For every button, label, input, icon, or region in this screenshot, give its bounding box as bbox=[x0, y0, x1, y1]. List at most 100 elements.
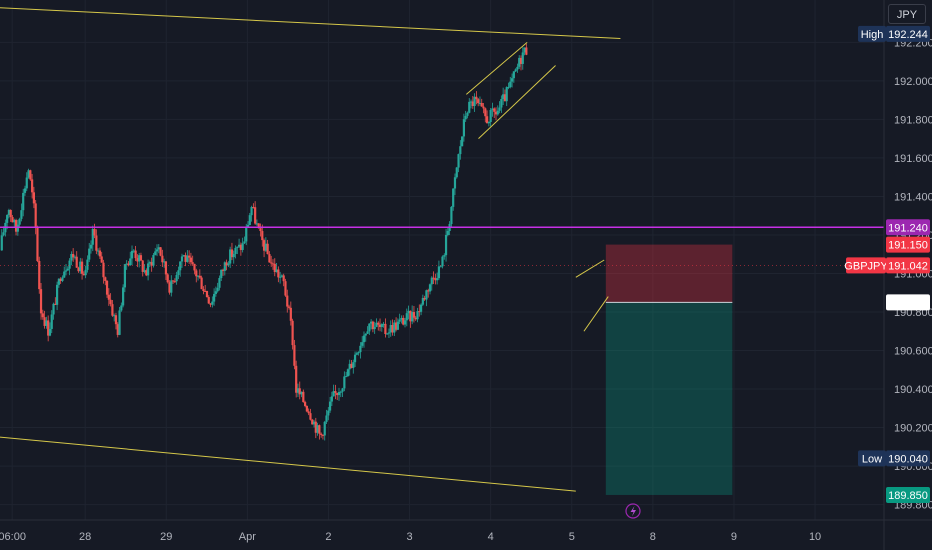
candle-body bbox=[100, 256, 103, 263]
session-high-label: High bbox=[861, 29, 884, 41]
stop-loss-zone[interactable] bbox=[605, 244, 733, 303]
candle-body bbox=[441, 256, 444, 267]
candle-body bbox=[73, 256, 77, 258]
candle-body bbox=[150, 262, 153, 266]
drawn-trendlines[interactable] bbox=[0, 7, 884, 492]
candle-body bbox=[348, 363, 351, 370]
candle-body bbox=[139, 255, 143, 261]
candle-body bbox=[514, 69, 517, 72]
candle-body bbox=[402, 317, 405, 325]
take-profit-zone[interactable] bbox=[605, 302, 733, 495]
candle-body bbox=[475, 96, 478, 100]
candle-body bbox=[157, 247, 160, 250]
candle-body bbox=[114, 315, 118, 325]
candle-body bbox=[373, 326, 376, 330]
candle-body bbox=[9, 209, 12, 218]
candle-body bbox=[523, 47, 526, 53]
candle-body bbox=[159, 247, 162, 256]
candle-body bbox=[186, 255, 189, 262]
candle-body bbox=[36, 227, 39, 262]
candle-body bbox=[503, 94, 507, 102]
candle-body bbox=[502, 94, 505, 100]
chart-grid bbox=[0, 0, 884, 520]
candle-body bbox=[314, 421, 317, 433]
candle-body bbox=[416, 311, 419, 320]
candle-body bbox=[519, 57, 523, 64]
candle-body bbox=[195, 270, 198, 277]
candle-body bbox=[98, 250, 102, 257]
candle-body bbox=[468, 101, 471, 113]
candle-body bbox=[378, 324, 382, 328]
candle-body bbox=[302, 391, 305, 403]
candle-body bbox=[23, 188, 27, 193]
candle-body bbox=[16, 224, 19, 232]
candle-body bbox=[510, 78, 514, 82]
candle-body bbox=[407, 310, 410, 314]
candle-body bbox=[443, 255, 446, 257]
candle-body bbox=[462, 119, 465, 137]
candle-body bbox=[2, 232, 5, 236]
candle-body bbox=[311, 419, 314, 425]
x-tick-label: 9 bbox=[731, 531, 737, 543]
candle-body bbox=[469, 101, 473, 103]
short-position-tool[interactable] bbox=[605, 244, 733, 495]
trendline[interactable] bbox=[466, 41, 528, 95]
candle-body bbox=[22, 192, 25, 211]
candle-body bbox=[161, 255, 164, 263]
trendline[interactable] bbox=[0, 436, 576, 492]
candle-body bbox=[27, 170, 30, 178]
candle-body bbox=[459, 146, 462, 155]
time-axis[interactable]: 06:00 28 29 Apr 2 3 4 5 8 9 10 bbox=[0, 531, 821, 543]
candle-body bbox=[386, 333, 389, 335]
candle-body bbox=[337, 392, 341, 396]
candle-body bbox=[480, 102, 483, 107]
candle-body bbox=[343, 376, 346, 389]
candle-body bbox=[250, 207, 253, 216]
candle-body bbox=[436, 278, 439, 281]
session-low-label: Low bbox=[862, 453, 882, 465]
candle-body bbox=[248, 215, 251, 226]
candle-body bbox=[461, 136, 464, 147]
x-tick-label: Apr bbox=[239, 531, 256, 543]
session-high-value-bg bbox=[886, 25, 930, 42]
candle-body bbox=[252, 207, 255, 209]
candle-body bbox=[309, 413, 312, 420]
candle-body bbox=[245, 227, 248, 242]
candle-body bbox=[211, 301, 214, 305]
candle-body bbox=[289, 307, 292, 321]
candle-body bbox=[485, 116, 489, 124]
candle-body bbox=[141, 260, 144, 272]
candle-body bbox=[77, 267, 80, 272]
trendline[interactable] bbox=[583, 296, 609, 332]
candle-body bbox=[396, 321, 399, 330]
lightning-icon[interactable] bbox=[625, 503, 641, 519]
trendline[interactable] bbox=[478, 65, 556, 140]
candle-body bbox=[130, 250, 134, 259]
candle-body bbox=[336, 392, 339, 396]
candle-body bbox=[54, 303, 57, 305]
candle-body bbox=[55, 284, 59, 305]
candle-body bbox=[127, 263, 130, 266]
currency-button[interactable]: JPY bbox=[888, 4, 926, 24]
candle-body bbox=[359, 345, 362, 353]
candle-body bbox=[236, 246, 239, 248]
candle-body bbox=[318, 425, 321, 434]
entry-price-tag-bg bbox=[886, 294, 930, 311]
candle-body bbox=[391, 324, 394, 333]
candle-body bbox=[143, 270, 146, 272]
candle-body bbox=[271, 263, 275, 265]
candle-body bbox=[452, 188, 455, 207]
candle-body bbox=[229, 249, 232, 264]
candle-body bbox=[352, 362, 355, 368]
candle-body bbox=[505, 87, 508, 102]
trendline[interactable] bbox=[0, 7, 621, 40]
candle-body bbox=[200, 277, 203, 290]
symbol-tag: GBPJPY bbox=[844, 260, 888, 272]
candle-body bbox=[394, 322, 398, 330]
candle-body bbox=[493, 108, 496, 112]
trendline[interactable] bbox=[575, 259, 605, 278]
candle-body bbox=[148, 262, 151, 264]
candle-body bbox=[123, 264, 126, 288]
